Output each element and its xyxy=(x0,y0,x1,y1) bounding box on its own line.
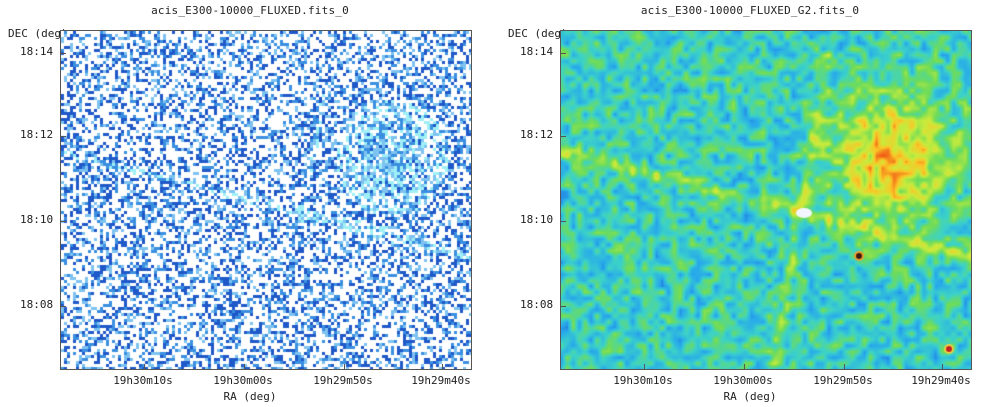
y-tick-mark xyxy=(561,221,566,222)
left-x-tick-label: 19h30m10s xyxy=(113,374,173,387)
y-tick-mark xyxy=(61,136,66,137)
left-x-tick-label: 19h29m50s xyxy=(313,374,373,387)
y-tick-mark xyxy=(561,53,566,54)
left-image-title: acis_E300-10000_FLUXED.fits_0 xyxy=(151,4,349,17)
right-image-panel: acis_E300-10000_FLUXED_G2.fits_0 DEC (de… xyxy=(500,0,1000,407)
left-x-tick-label: 19h29m40s xyxy=(411,374,471,387)
left-image-panel: acis_E300-10000_FLUXED.fits_0 DEC (deg) … xyxy=(8,4,472,403)
right-y-tick-label: 18:12 xyxy=(520,128,554,141)
y-tick-mark xyxy=(561,306,566,307)
y-tick-mark xyxy=(61,306,66,307)
right-x-tick-label: 19h30m00s xyxy=(713,374,773,387)
right-y-tick-label: 18:10 xyxy=(520,213,554,226)
left-image-canvas[interactable] xyxy=(61,31,471,369)
right-image-title: acis_E300-10000_FLUXED_G2.fits_0 xyxy=(640,4,860,17)
left-y-tick-label: 18:08 xyxy=(20,298,54,311)
right-x-axis-label: RA (deg) xyxy=(723,390,777,403)
x-tick-mark xyxy=(442,364,443,369)
left-y-tick-label: 18:14 xyxy=(20,45,54,58)
x-tick-mark xyxy=(942,364,943,369)
y-tick-mark xyxy=(561,136,566,137)
right-y-tick-label: 18:14 xyxy=(520,45,554,58)
left-y-tick-label: 18:10 xyxy=(20,213,54,226)
right-x-tick-label: 19h29m40s xyxy=(911,374,971,387)
right-image-plot-area[interactable] xyxy=(560,30,972,370)
y-tick-mark xyxy=(61,53,66,54)
x-tick-mark xyxy=(644,364,645,369)
left-x-axis-label: RA (deg) xyxy=(223,390,277,403)
right-x-tick-label: 19h29m50s xyxy=(813,374,873,387)
right-y-tick-label: 18:08 xyxy=(520,298,554,311)
left-y-axis-label: DEC (deg) xyxy=(8,27,68,40)
x-tick-mark xyxy=(344,364,345,369)
right-x-tick-label: 19h30m10s xyxy=(613,374,673,387)
x-tick-mark xyxy=(744,364,745,369)
y-tick-mark xyxy=(61,221,66,222)
left-y-tick-label: 18:12 xyxy=(20,128,54,141)
x-tick-mark xyxy=(844,364,845,369)
left-x-tick-label: 19h30m00s xyxy=(213,374,273,387)
x-tick-mark xyxy=(244,364,245,369)
right-y-axis-label: DEC (deg) xyxy=(508,27,568,40)
left-image-plot-area[interactable] xyxy=(60,30,472,370)
x-tick-mark xyxy=(144,364,145,369)
right-image-canvas[interactable] xyxy=(561,31,971,369)
